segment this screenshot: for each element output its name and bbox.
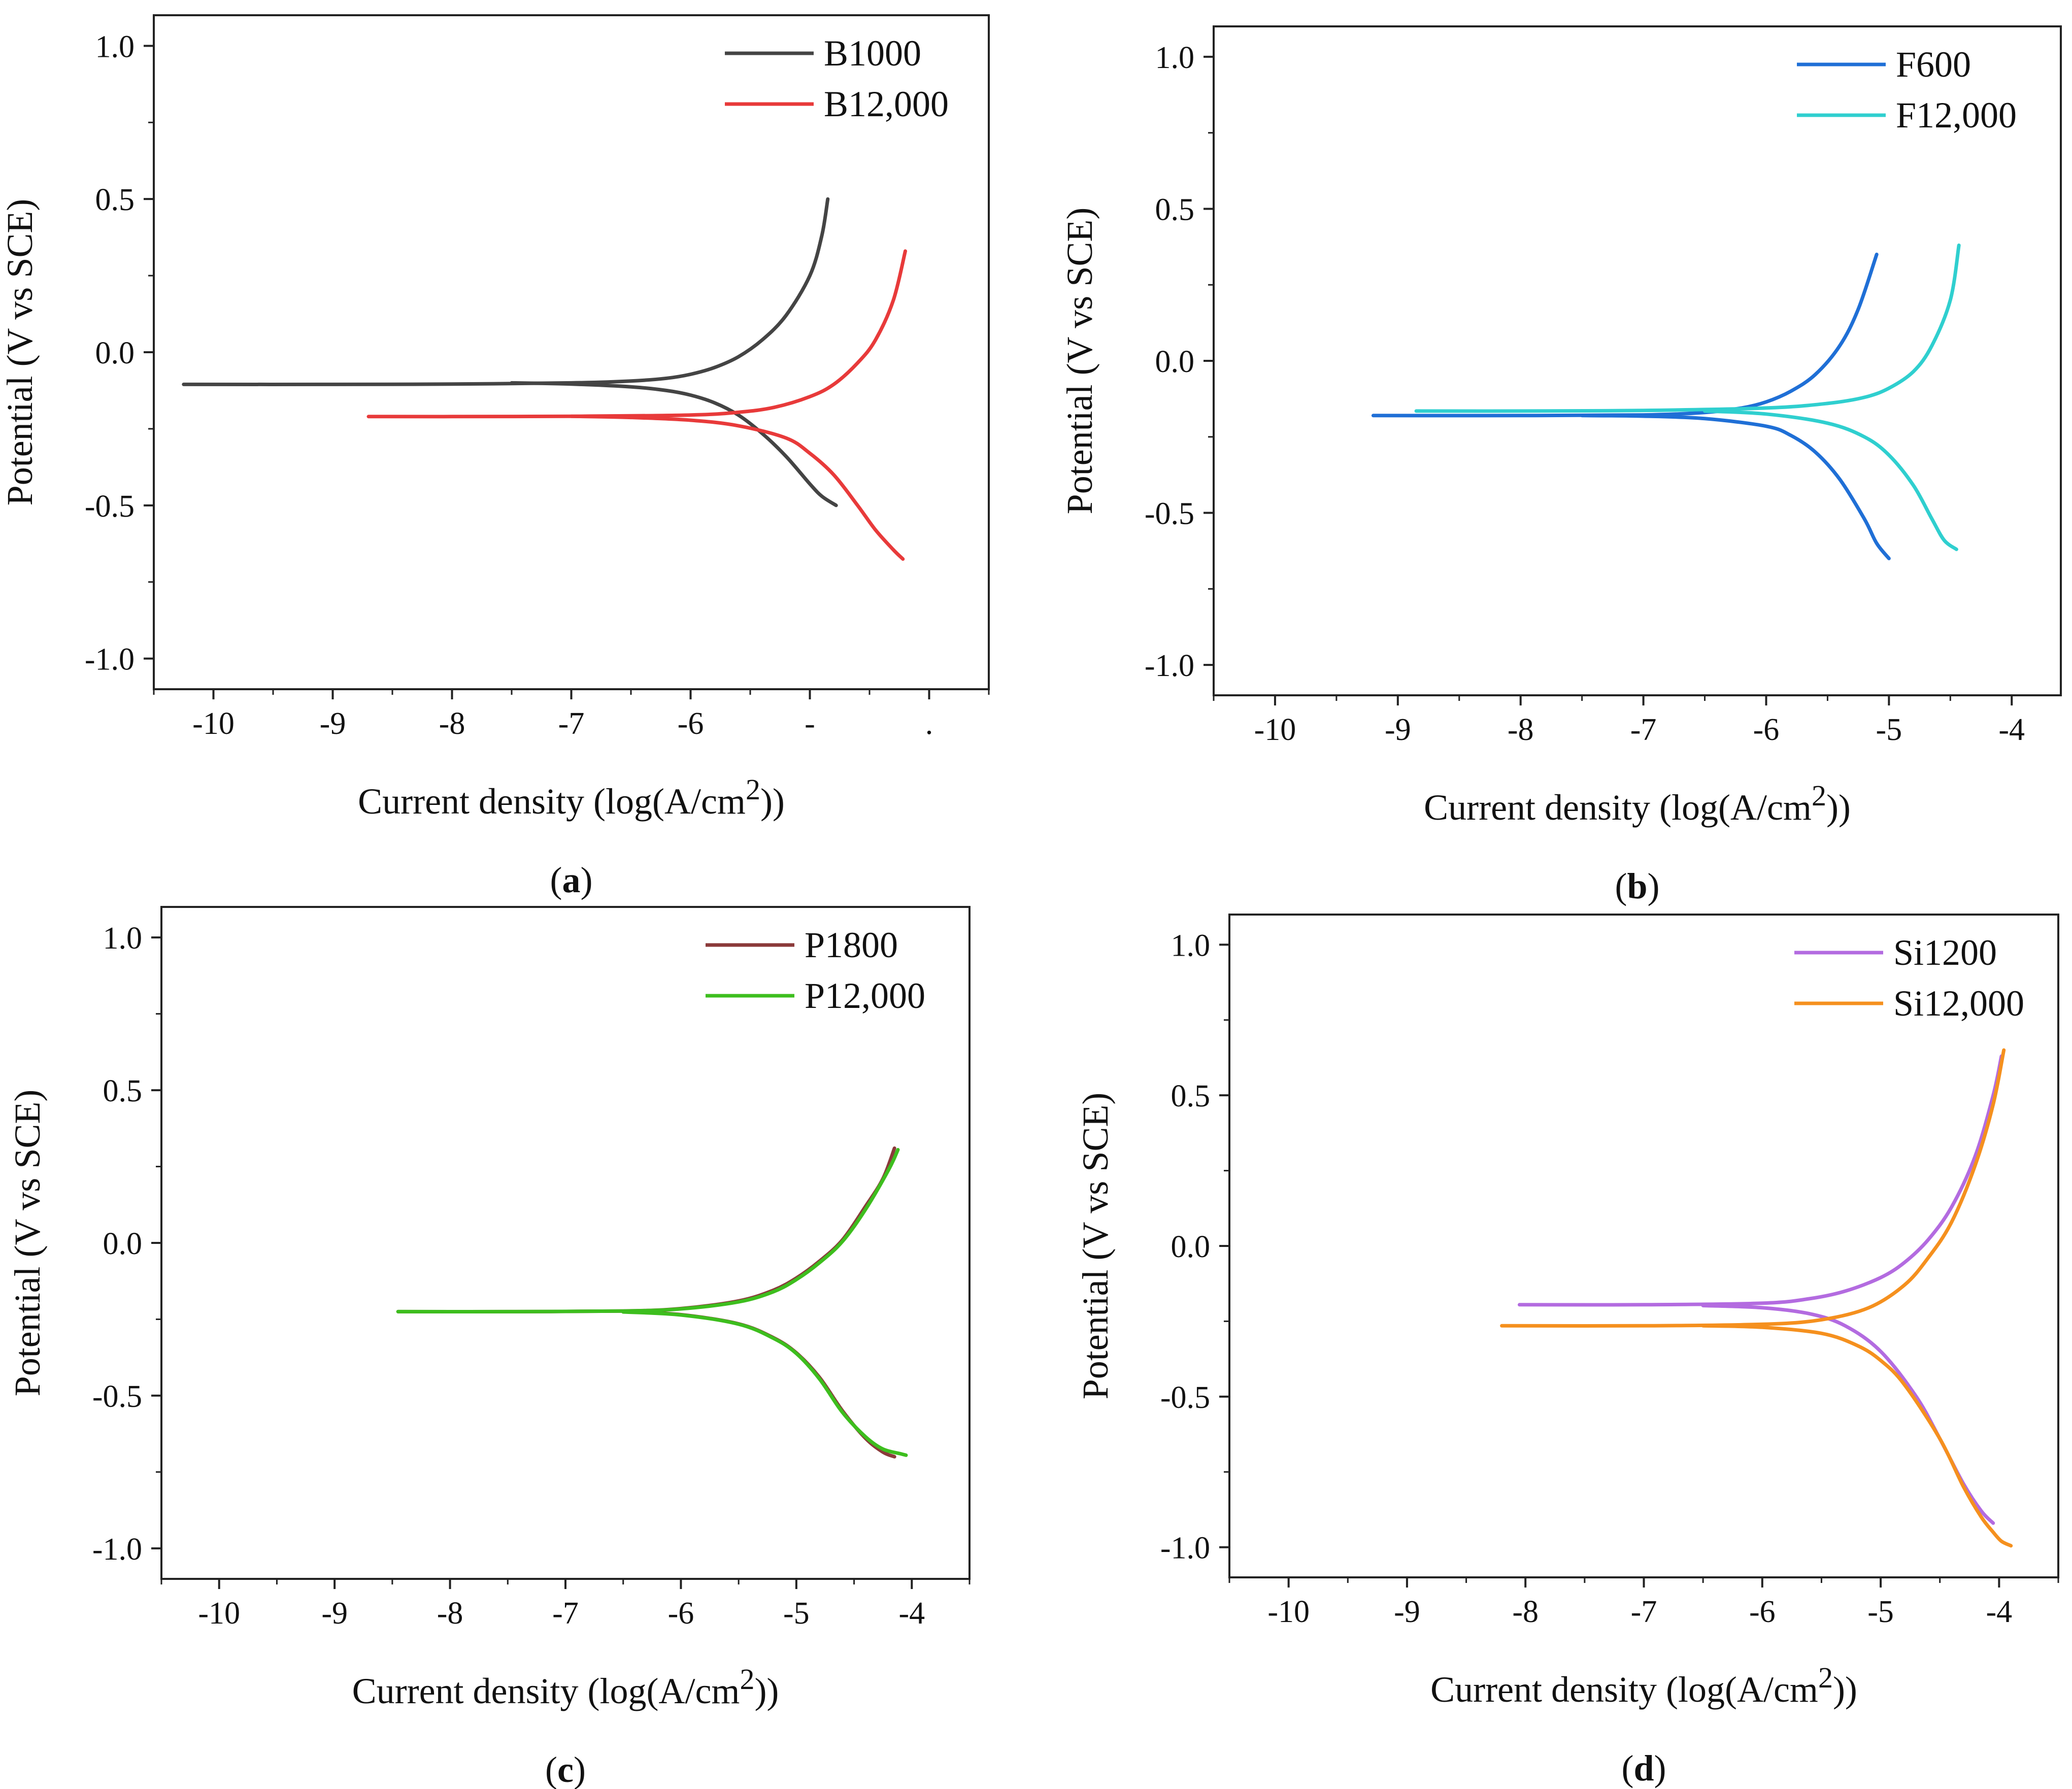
series-line-si12000-anodic <box>1500 1048 2006 1328</box>
y-tick-label: 1.0 <box>103 921 143 956</box>
x-axis-title: Current density (log(A/cm2)) <box>1430 1661 1857 1710</box>
legend-label: B1000 <box>824 33 921 74</box>
legend-label: P12,000 <box>805 975 925 1016</box>
x-tick-label: -6 <box>1749 1595 1776 1629</box>
x-tick-label: -7 <box>552 1596 579 1631</box>
y-tick-label: 0.0 <box>103 1227 143 1261</box>
series-line-b1000-anodic <box>182 197 830 386</box>
x-tick-label: -5 <box>1876 713 1902 747</box>
series-line-f12000-cathodic <box>1703 409 1958 551</box>
legend-label: B12,000 <box>824 84 949 124</box>
x-tick-label: -10 <box>1267 1595 1310 1629</box>
y-axis-title: Potential (V vs SCE) <box>0 199 40 506</box>
series-line-b12000-anodic <box>366 249 907 419</box>
series-line-p12000-cathodic <box>621 1310 908 1457</box>
x-tick-label: -5 <box>783 1596 810 1631</box>
legend-label: F12,000 <box>1896 95 2017 136</box>
series-line-b12000-cathodic <box>570 414 905 561</box>
y-tick-label: 0.5 <box>95 183 135 217</box>
x-tick-label: -8 <box>437 1596 463 1631</box>
series-line-f12000-anodic <box>1414 243 1961 413</box>
y-tick-label: 0.5 <box>103 1074 143 1108</box>
x-tick-label: -8 <box>1508 713 1534 747</box>
x-axis-title: Current density (log(A/cm2)) <box>1424 779 1851 828</box>
chart-panel-d: -10 -9 -8 -7 -6 -5 -4 1.0 0.5 0.0 -0.5 -1.0 Potentia… <box>1075 914 2059 1788</box>
y-tick-label: -1.0 <box>1160 1531 1210 1566</box>
x-tick-label: -6 <box>1753 713 1780 747</box>
series-line-b1000-cathodic <box>510 381 838 508</box>
x-tick-label: -4 <box>898 1596 925 1631</box>
y-tick-label: 0.5 <box>1171 1079 1211 1113</box>
y-tick-label: 1.0 <box>1155 41 1195 75</box>
legend-label: P1800 <box>805 925 898 965</box>
y-tick-label: 0.5 <box>1155 192 1195 227</box>
chart-panel-a: -10 -9 -8 -7 -6 - . 1.0 0.5 0.0 -0.5 -1.0 Potential … <box>0 14 990 900</box>
panel-label: (b) <box>1615 866 1659 906</box>
x-tick-label: -9 <box>320 706 346 741</box>
x-tick-label: -6 <box>678 706 704 741</box>
x-tick-label: -10 <box>192 706 235 741</box>
x-tick-label: -4 <box>1986 1595 2013 1629</box>
x-tick-label: -4 <box>1998 713 2025 747</box>
legend-label: Si1200 <box>1893 932 1997 973</box>
legend-label: Si12,000 <box>1893 983 2024 1024</box>
panel-label: (d) <box>1621 1748 1666 1788</box>
y-tick-label: 0.0 <box>95 336 135 370</box>
series-line-si12000-cathodic <box>1701 1324 2013 1548</box>
x-tick-label: -6 <box>668 1596 694 1631</box>
x-tick-label: -5 <box>1867 1595 1894 1629</box>
series-line-f600-cathodic <box>1580 414 1891 560</box>
y-axis-title: Potential (V vs SCE) <box>1075 1093 1116 1400</box>
y-tick-label: 0.0 <box>1155 345 1195 379</box>
chart-panel-c: -10 -9 -8 -7 -6 -5 -4 1.0 0.5 0.0 -0.5 -1.0 Potentia… <box>7 906 971 1789</box>
x-axis-title: Current density (log(A/cm2)) <box>352 1663 779 1711</box>
x-tick-label: -8 <box>1512 1595 1539 1629</box>
y-tick-label: -0.5 <box>92 1379 142 1414</box>
y-tick-label: 0.0 <box>1171 1230 1211 1264</box>
panel-label: (a) <box>550 860 593 900</box>
x-tick-label: -9 <box>1394 1595 1420 1629</box>
legend-label: F600 <box>1896 44 1971 85</box>
x-axis-title: Current density (log(A/cm2)) <box>358 773 785 822</box>
y-tick-label: 1.0 <box>1171 928 1211 963</box>
x-tick-label: -9 <box>1385 713 1411 747</box>
y-axis-title: Potential (V vs SCE) <box>1059 208 1100 515</box>
y-tick-label: -1.0 <box>85 643 135 677</box>
series-line-p12000-anodic <box>396 1147 900 1313</box>
x-tick-label: -10 <box>1254 713 1296 747</box>
y-tick-label: -1.0 <box>1145 649 1194 683</box>
x-tick-label: -7 <box>1631 1595 1657 1629</box>
y-tick-label: -0.5 <box>1160 1380 1210 1415</box>
x-tick-label: - <box>805 706 815 741</box>
x-tick-label: . <box>925 706 933 741</box>
x-tick-label: -9 <box>321 1596 348 1631</box>
y-tick-label: -0.5 <box>85 489 135 524</box>
x-tick-label: -7 <box>1630 713 1657 747</box>
x-tick-label: -7 <box>558 706 585 741</box>
x-tick-label: -10 <box>198 1596 240 1631</box>
y-tick-label: -1.0 <box>92 1532 142 1567</box>
y-tick-label: 1.0 <box>95 29 135 64</box>
chart-panel-b: -10 -9 -8 -7 -6 -5 -4 1.0 0.5 0.0 -0.5 -1.0 Potentia… <box>1059 25 2062 906</box>
series-line-si1200-anodic <box>1518 1054 2003 1307</box>
x-tick-label: -8 <box>439 706 465 741</box>
y-axis-title: Potential (V vs SCE) <box>7 1090 48 1397</box>
y-tick-label: -0.5 <box>1145 497 1194 531</box>
panel-label: (c) <box>545 1749 586 1789</box>
